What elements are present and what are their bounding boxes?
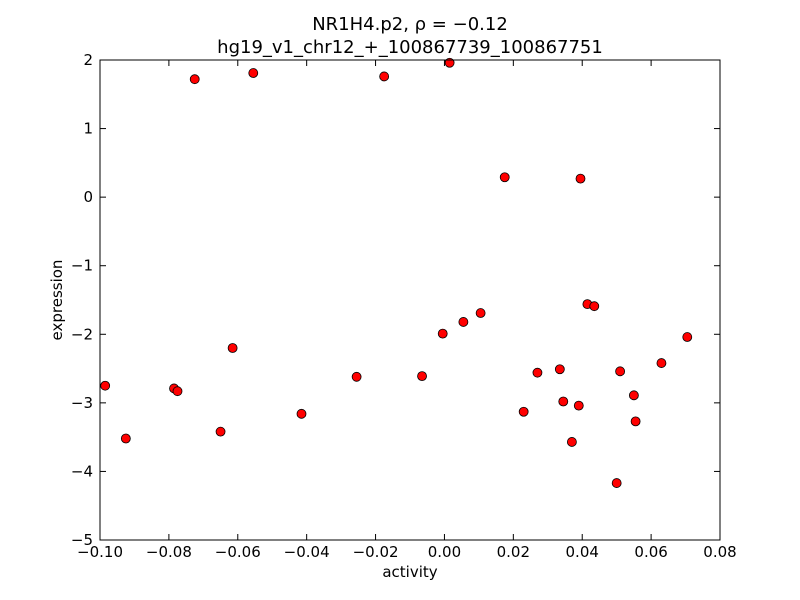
x-tick-label: −0.06 <box>215 543 261 561</box>
data-point <box>379 71 390 82</box>
data-points <box>100 57 693 488</box>
y-tick-label: −2 <box>71 325 93 343</box>
data-point <box>227 343 238 353</box>
plot-frame <box>99 59 721 541</box>
x-tick-label: 0.00 <box>428 543 461 561</box>
data-point <box>558 396 569 407</box>
plot-area <box>100 60 720 540</box>
data-point <box>628 390 639 401</box>
data-point <box>589 301 600 312</box>
y-tick-label: −5 <box>71 531 93 549</box>
data-point <box>475 308 486 318</box>
data-point <box>417 371 427 382</box>
data-point <box>172 386 183 397</box>
data-point <box>554 364 565 375</box>
data-point <box>499 172 510 183</box>
data-point <box>458 317 469 327</box>
data-point <box>100 380 111 391</box>
x-tick-label: 0.04 <box>566 543 599 561</box>
data-point <box>351 371 362 382</box>
x-tick-label: 0.02 <box>497 543 530 561</box>
x-axis-ticks: −0.10 −0.08 −0.06 −0.04 −0.02 0.00 0.02 0.04 0.0… <box>77 60 737 561</box>
data-point <box>215 426 226 437</box>
x-tick-label: 0.08 <box>703 543 736 561</box>
x-tick-label: −0.02 <box>353 543 399 561</box>
data-point <box>630 416 641 427</box>
data-point <box>656 358 667 368</box>
data-point <box>575 173 586 184</box>
y-tick-label: 1 <box>83 120 93 138</box>
data-point <box>615 366 626 377</box>
y-tick-label: −3 <box>71 394 93 412</box>
chart-title: NR1H4.p2, ρ = −0.12 <box>312 14 508 35</box>
x-axis-label: activity <box>382 563 437 581</box>
data-point <box>518 406 529 417</box>
y-tick-label: 2 <box>83 51 93 69</box>
data-point <box>611 478 622 488</box>
y-tick-label: −4 <box>71 462 93 480</box>
x-tick-label: −0.08 <box>146 543 192 561</box>
y-axis-ticks: −5 −4 −3 −2 −1 0 1 2 <box>71 51 720 549</box>
data-point <box>248 68 259 78</box>
y-tick-label: −1 <box>71 257 93 275</box>
x-tick-label: 0.06 <box>634 543 667 561</box>
data-point <box>437 328 448 339</box>
y-axis-label: expression <box>48 260 66 341</box>
chart-subtitle: hg19_v1_chr12_+_100867739_100867751 <box>217 37 603 58</box>
data-point <box>682 332 693 342</box>
data-point <box>566 437 577 447</box>
data-point <box>573 400 584 411</box>
data-point <box>532 367 543 378</box>
x-tick-label: −0.10 <box>77 543 123 561</box>
data-point <box>120 433 131 444</box>
x-tick-label: −0.04 <box>284 543 330 561</box>
y-tick-label: 0 <box>83 188 93 206</box>
data-point <box>296 408 307 419</box>
data-point <box>189 74 200 85</box>
